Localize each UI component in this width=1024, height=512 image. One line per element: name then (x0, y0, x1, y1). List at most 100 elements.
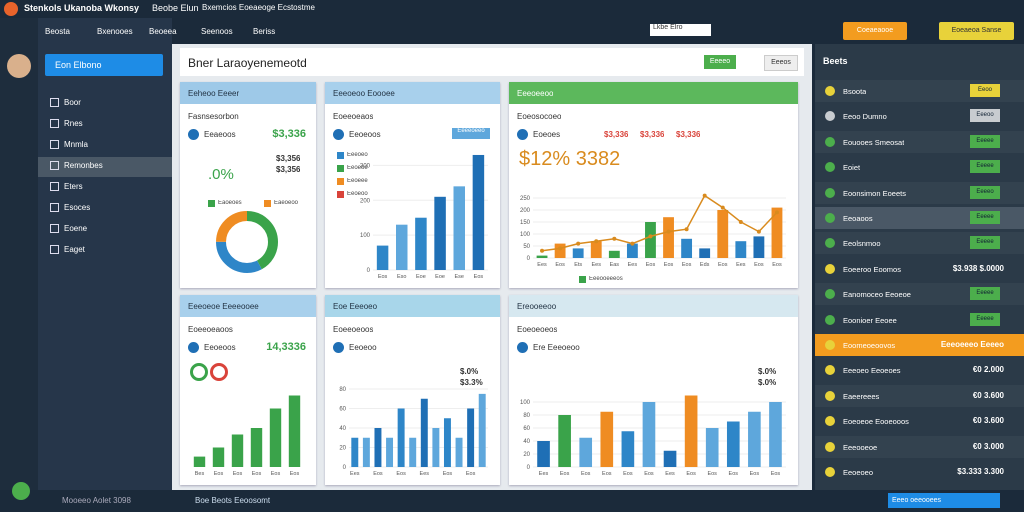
user-button[interactable]: Eoeaeoa Sanse (939, 22, 1014, 40)
y-tick-label: 100 (520, 232, 531, 238)
row-button[interactable]: Eeeoo (970, 109, 1000, 123)
menu-item[interactable]: Remonbes (64, 161, 103, 170)
bar (415, 217, 427, 270)
stat-label: Ere Eeeoeoo (533, 343, 580, 352)
bar (753, 236, 765, 258)
stat-label: Eeaeoos (204, 130, 236, 139)
card-title: Eoe Eeeoeo (333, 302, 378, 311)
x-tick-label: Eos (718, 262, 728, 268)
row-bg (815, 410, 1024, 433)
x-tick-label: Eos (772, 262, 782, 268)
bar (769, 402, 782, 467)
bar (432, 428, 440, 467)
footer-tab[interactable]: Boe Beots Eeoosomt (195, 496, 271, 505)
row-button[interactable]: Eeeee (970, 160, 1000, 174)
card-icon (517, 129, 528, 140)
card-title: Ereooeeoo (517, 302, 557, 311)
x-tick-label: Eos (729, 471, 739, 477)
row-bg (815, 257, 1024, 280)
x-tick-label: Eos (602, 471, 612, 477)
ring-icon (210, 363, 228, 381)
menu-item[interactable]: Mnmla (64, 140, 89, 149)
legend-swatch (208, 200, 215, 207)
legend-label: Eeoeoo (347, 191, 368, 197)
bar (396, 224, 408, 270)
bar (420, 398, 428, 467)
row-icon (825, 187, 835, 198)
app-title: Stenkols Ukanoba Wkonsy (24, 3, 140, 13)
nav-tab[interactable]: Beoeea (149, 27, 177, 36)
x-tick-label: Ees (350, 471, 360, 477)
right-panel: Beets Bsoota Eeoo Eeoo Dumno Eeeoo Eouooes S… (815, 44, 1024, 490)
header-button[interactable]: Eeeeo (704, 55, 736, 69)
sidebar-button[interactable]: Eon Elbono (45, 54, 163, 76)
bar (453, 186, 465, 270)
row-value: €0 3.600 (972, 416, 1004, 426)
donut-segment (216, 211, 278, 273)
menu-item[interactable]: Eters (64, 182, 83, 191)
row-button[interactable]: Eeeee (970, 312, 1000, 326)
row-button[interactable]: Eeeee (970, 287, 1000, 301)
legend-swatch (337, 165, 344, 172)
legend-swatch (337, 152, 344, 159)
bar (579, 437, 593, 467)
card-icon (517, 342, 528, 353)
menu-item[interactable]: Eoene (64, 224, 88, 233)
row-button[interactable]: Eeeee (970, 236, 1000, 250)
menu-item[interactable]: Rnes (64, 119, 83, 128)
nav-tab[interactable]: Bxenooes (97, 27, 133, 36)
x-tick-label: Eos (581, 471, 591, 477)
footer-box[interactable]: Eeeo oeeooees (888, 493, 1000, 508)
nav-tab[interactable]: Beosta (45, 27, 70, 36)
main-header: Bner Laraoyenemeotd Eeeeo Eeeos (180, 48, 804, 76)
ring-icon (190, 363, 208, 381)
x-tick-label: Ese (455, 274, 464, 280)
card-icon (188, 129, 199, 140)
y-tick-label: 150 (520, 220, 531, 226)
bar (590, 241, 602, 258)
search-box[interactable]: Lkbe Elro (650, 24, 711, 36)
card: Eeheoo Eeeer Fasnsesorbon Eeaeoos $3,336 $3,… (180, 82, 316, 288)
row-button[interactable]: Eeoo (970, 84, 1000, 97)
row-icon (825, 86, 835, 96)
menu-item[interactable]: Boor (64, 98, 81, 107)
menu-item[interactable]: Beobe Elun (152, 3, 199, 13)
row-button[interactable]: Eeeeo (970, 185, 1000, 199)
menu-item[interactable]: Eaget (64, 245, 85, 254)
bar (621, 431, 635, 467)
bar (558, 415, 571, 467)
row-bg (815, 384, 1024, 407)
y-tick-label: 40 (339, 426, 346, 432)
row-button[interactable]: Eeeee (970, 134, 1000, 148)
bar (472, 154, 485, 270)
menu-item[interactable]: Esoces (64, 203, 91, 212)
status-text: Mooeeo Aolet 3098 (62, 496, 131, 505)
bar (681, 238, 693, 258)
x-tick-label: Eos (771, 471, 781, 477)
side-value: $3,356 (276, 154, 301, 163)
row-value: €0 3.600 (972, 390, 1004, 400)
y-tick-label: 100 (520, 400, 531, 406)
bar (288, 395, 301, 467)
action-button[interactable]: Coeaeaooe (843, 22, 907, 40)
row-button[interactable]: Eeeee (970, 211, 1000, 224)
nav-tab[interactable]: Seenoos (201, 27, 233, 36)
row-label: Eeeooeoe (843, 442, 878, 452)
bar (409, 437, 417, 467)
card-subtitle: Eoeeoeoos (333, 325, 374, 334)
bar (536, 255, 548, 258)
bar (771, 207, 783, 258)
x-tick-label: Ees (420, 471, 430, 477)
nav-tab[interactable]: Beriss (253, 27, 276, 36)
row-label: Eanomoceo Eeoeoe (843, 290, 911, 300)
header-button[interactable]: Eeeos (764, 55, 798, 71)
row-icon (825, 467, 835, 477)
legend-label: Eeeoeo (347, 152, 368, 158)
big-value: $12% 3382 (519, 148, 621, 170)
bar (397, 408, 405, 467)
menu-item[interactable]: Bxemcios Eoeaeoge Ecstostme (202, 3, 315, 12)
icon-rail (0, 18, 38, 490)
chart: 0 20 40 60 80 100 Ees Eos Eos Eos Eos Eos Ees Eos Eos E… (520, 395, 786, 477)
card-button[interactable]: Eeeeoeeo (452, 128, 490, 139)
row-icon (825, 162, 835, 173)
